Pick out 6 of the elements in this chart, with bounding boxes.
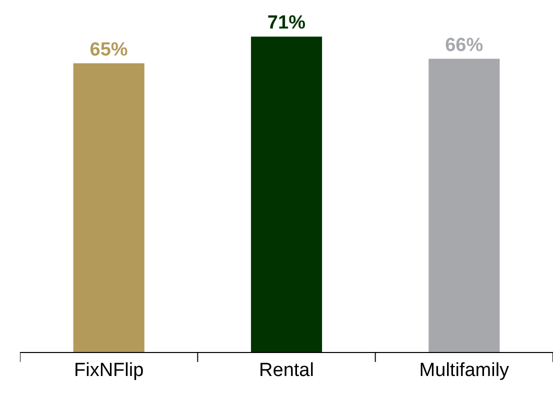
x-tick-label: FixNFlip	[74, 360, 144, 381]
data-label: 71%	[267, 12, 306, 34]
data-label: 66%	[445, 34, 484, 56]
data-label: 65%	[90, 39, 128, 60]
x-tick-label: Rental	[259, 360, 314, 381]
x-tick-label: Multifamily	[419, 360, 510, 381]
